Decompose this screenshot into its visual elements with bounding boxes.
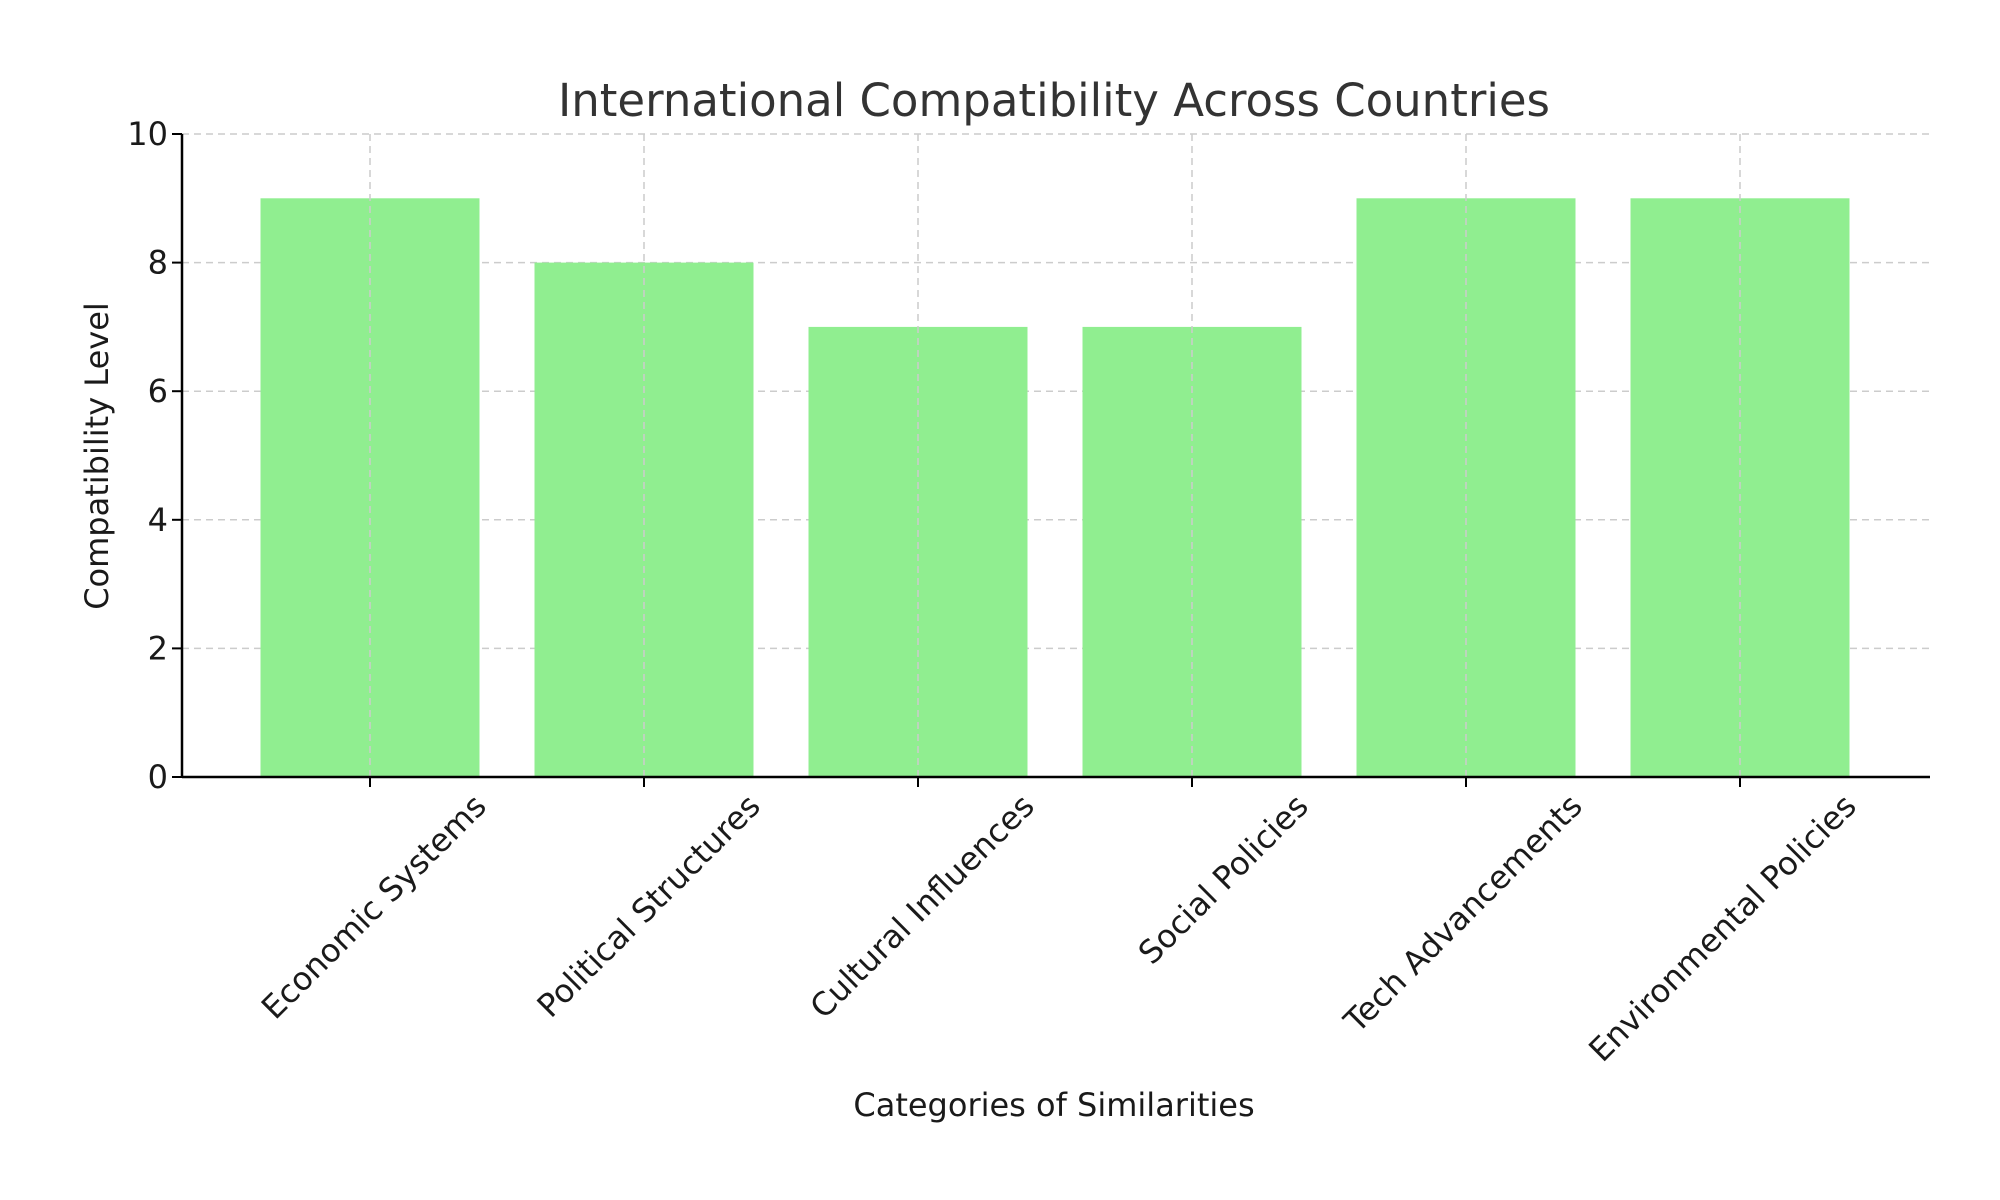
y-tick-label: 6 [148,372,168,410]
y-axis-label: Compatibility Level [78,302,116,610]
x-tick-label: Social Policies [1131,787,1316,972]
x-axis-label: Categories of Similarities [853,1086,1254,1124]
y-tick-label: 4 [148,501,168,539]
x-tick-label: Cultural Influences [802,787,1041,1026]
bars [260,198,1850,778]
x-tick-label: Economic Systems [254,787,494,1027]
chart-title: International Compatibility Across Count… [558,74,1550,127]
x-tick-label: Tech Advancements [1336,787,1590,1041]
x-axis-ticks: Economic Systems Political Structures Cult… [254,777,1864,1069]
y-tick-label: 2 [148,629,168,667]
y-axis-ticks: 0 2 4 6 8 10 [127,115,182,796]
bar [1082,326,1302,777]
bar [808,326,1028,777]
x-tick-label: Environmental Policies [1581,787,1863,1069]
y-tick-label: 10 [127,115,168,153]
x-tick-label: Political Structures [530,787,768,1025]
y-tick-label: 0 [148,758,168,796]
y-tick-label: 8 [148,244,168,282]
